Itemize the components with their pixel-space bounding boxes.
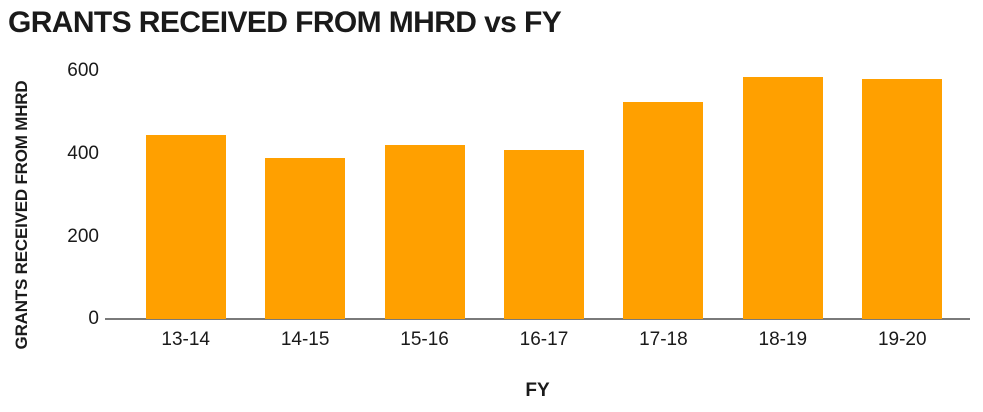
bar-slot xyxy=(245,71,364,319)
x-tick-label: 17-18 xyxy=(639,329,688,350)
bar-slot xyxy=(365,71,484,319)
x-tick-label: 13-14 xyxy=(161,329,211,350)
x-axis-title: FY xyxy=(525,380,550,401)
x-tick-label: 15-16 xyxy=(400,329,449,350)
bar-18-19 xyxy=(742,77,823,319)
y-tick-label-400: 400 xyxy=(67,143,99,164)
y-tick-label-0: 0 xyxy=(88,308,99,329)
bar-slot xyxy=(484,71,603,319)
bar-15-16 xyxy=(384,145,465,319)
bar-16-17 xyxy=(503,149,584,319)
bar-13-14 xyxy=(145,135,226,319)
x-tick-label: 14-15 xyxy=(280,329,330,350)
x-tick-label: 18-19 xyxy=(758,329,808,350)
x-axis-labels: 13-14 14-15 15-16 16-17 17-18 18-19 19-2… xyxy=(126,328,962,352)
bar-14-15 xyxy=(265,157,346,319)
plot-area xyxy=(126,71,962,319)
y-tick-label-600: 600 xyxy=(67,60,99,81)
chart-title: GRANTS RECEIVED FROM MHRD vs FY xyxy=(8,6,562,39)
bar-17-18 xyxy=(623,102,704,319)
bar-slot xyxy=(604,71,723,319)
bar-slot xyxy=(723,71,842,319)
bar-19-20 xyxy=(862,79,943,319)
y-tick-label-200: 200 xyxy=(67,226,99,247)
x-tick-label: 16-17 xyxy=(519,329,569,350)
x-axis-line xyxy=(105,318,970,320)
bar-slot xyxy=(126,71,245,319)
x-tick-label: 19-20 xyxy=(877,329,927,350)
bar-slot xyxy=(843,71,962,319)
